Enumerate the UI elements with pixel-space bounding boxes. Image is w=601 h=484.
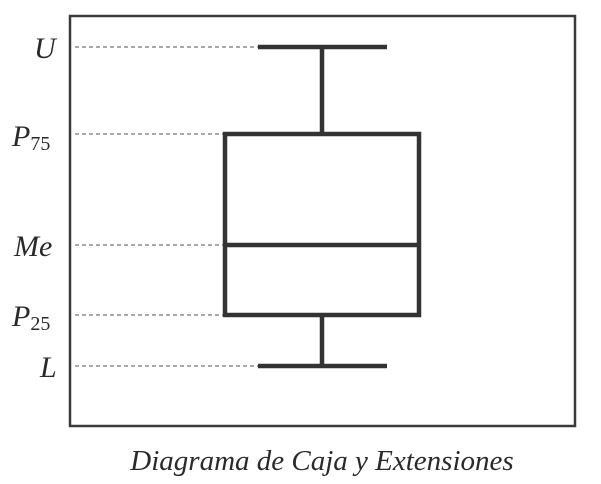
label-upper: U [34,32,58,65]
diagram-caption: Diagrama de Caja y Extensiones [129,445,513,477]
label-lower: L [39,351,57,384]
label-p75-sub: 75 [30,133,50,155]
label-p25-sub: 25 [30,313,50,335]
label-median: Me [13,230,52,263]
label-p75-base: P [11,120,30,153]
label-p75: P75 [11,120,50,155]
label-p25: P25 [11,300,50,335]
interquartile-box [222,131,422,318]
diagram-frame [68,14,577,428]
label-p25-base: P [11,300,30,333]
